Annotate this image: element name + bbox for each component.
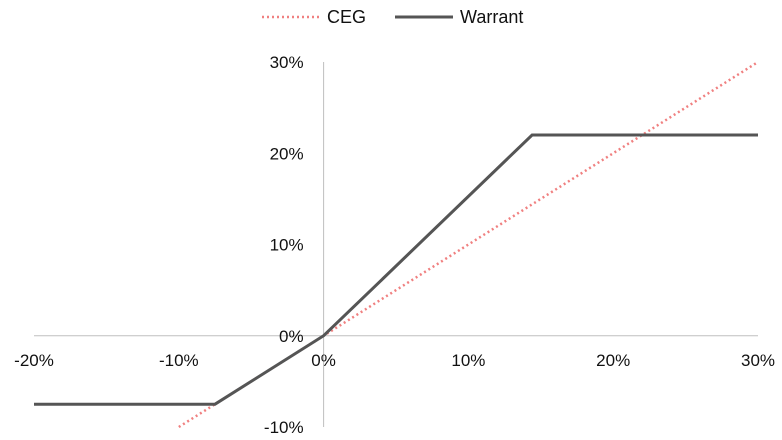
y-tick-label: 10% (270, 236, 304, 255)
y-tick-label: 20% (270, 144, 304, 163)
x-tick-label: 0% (311, 351, 336, 370)
x-tick-labels: -20% -10% 0% 10% 20% 30% (14, 351, 775, 370)
y-tick-label: 0% (279, 327, 304, 346)
legend-label-warrant: Warrant (460, 7, 523, 27)
y-tick-label: 30% (270, 53, 304, 72)
x-tick-label: 30% (741, 351, 775, 370)
x-tick-label: -10% (159, 351, 199, 370)
y-tick-label: -10% (264, 418, 304, 437)
x-tick-label: -20% (14, 351, 54, 370)
x-tick-label: 20% (596, 351, 630, 370)
series-line-ceg (178, 60, 759, 429)
series-line-warrant (34, 133, 758, 406)
x-tick-label: 10% (451, 351, 485, 370)
legend-label-ceg: CEG (327, 7, 366, 27)
y-tick-labels: -10% 0% 10% 20% 30% (264, 53, 304, 437)
legend: CEG Warrant (262, 7, 523, 27)
